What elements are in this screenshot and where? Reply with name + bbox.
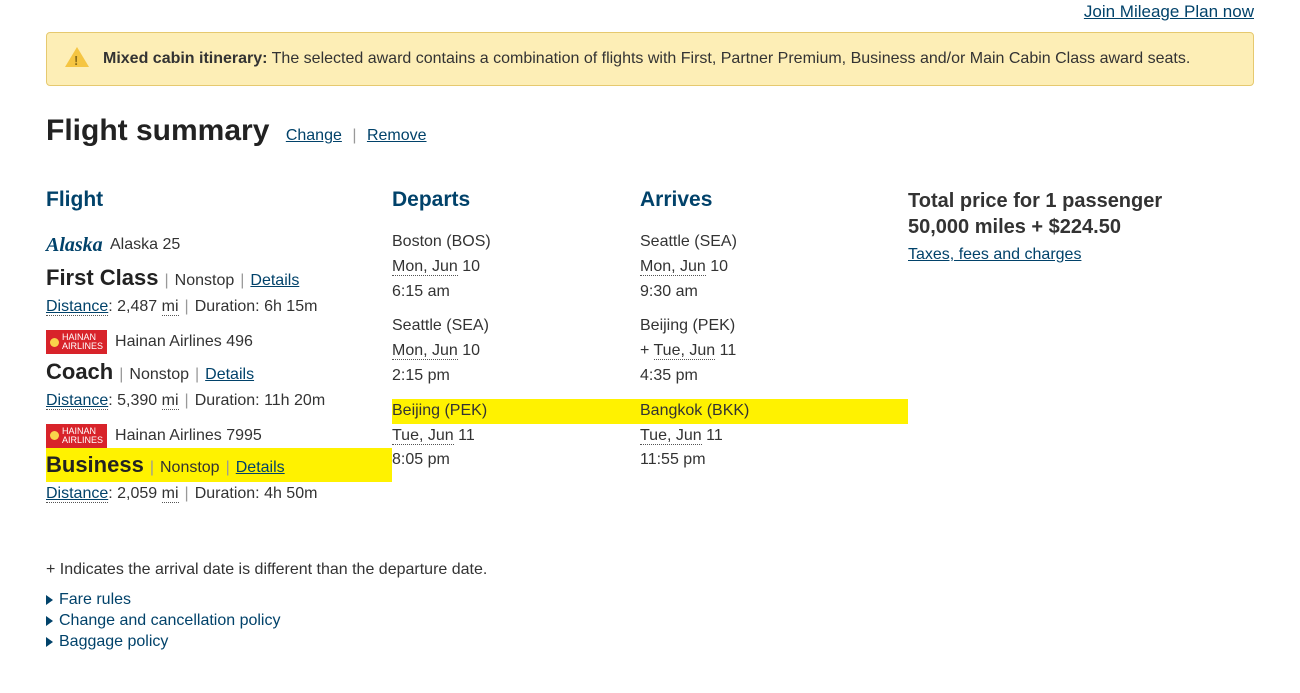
- expand-link-label: Change and cancellation policy: [59, 612, 280, 630]
- place-block: Beijing (PEK) Tue, Jun 11 8:05 pm: [392, 399, 640, 473]
- details-link[interactable]: Details: [236, 459, 285, 476]
- distance-value: 5,390: [117, 392, 157, 409]
- triangle-icon: [46, 595, 53, 605]
- place-block: Seattle (SEA) Mon, Jun 10 2:15 pm: [392, 314, 640, 388]
- expand-link[interactable]: Fare rules: [46, 591, 1254, 609]
- expand-link[interactable]: Baggage policy: [46, 633, 1254, 651]
- nonstop-label: Nonstop: [160, 459, 220, 476]
- date-abbr: Mon, Jun: [392, 342, 458, 360]
- place-block: Beijing (PEK)+ Tue, Jun 114:35 pm: [640, 314, 908, 388]
- expand-link[interactable]: Change and cancellation policy: [46, 612, 1254, 630]
- mi-abbr: mi: [162, 485, 179, 503]
- details-link[interactable]: Details: [250, 272, 299, 289]
- join-mileage-plan-link[interactable]: Join Mileage Plan now: [1084, 2, 1254, 21]
- date-day: 11: [458, 427, 475, 444]
- duration-label: Duration: [195, 485, 255, 502]
- date-abbr: Mon, Jun: [392, 258, 458, 276]
- date-abbr: Tue, Jun: [654, 342, 716, 360]
- distance-value: 2,059: [117, 485, 157, 502]
- distance-link[interactable]: Distance: [46, 298, 108, 316]
- time: 6:15 am: [392, 280, 640, 305]
- duration-value: 11h 20m: [264, 392, 325, 409]
- distance-value: 2,487: [117, 298, 157, 315]
- details-link[interactable]: Details: [205, 366, 254, 383]
- date-abbr: Tue, Jun: [392, 427, 454, 445]
- flight-segment: HAINANAIRLINES Hainan Airlines 7995 Busine…: [46, 424, 392, 508]
- flight-segment: HAINANAIRLINESHainan Airlines 496Coach|N…: [46, 330, 392, 414]
- place-block: Bangkok (BKK) Tue, Jun 11 11:55 pm: [640, 399, 908, 473]
- remove-link[interactable]: Remove: [367, 127, 427, 144]
- mi-abbr: mi: [162, 392, 179, 410]
- nonstop-label: Nonstop: [175, 272, 235, 289]
- mi-abbr: mi: [162, 298, 179, 316]
- change-link[interactable]: Change: [286, 127, 342, 144]
- nonstop-label: Nonstop: [129, 366, 189, 383]
- date-day: 10: [462, 342, 480, 359]
- hainan-logo: HAINANAIRLINES: [46, 424, 107, 448]
- duration-label: Duration: [195, 392, 255, 409]
- page-title: Flight summary: [46, 114, 269, 148]
- arrival-date-footnote: + Indicates the arrival date is differen…: [46, 561, 1254, 579]
- price-line1: Total price for 1 passenger: [908, 188, 1254, 214]
- city-code: Boston (BOS): [392, 230, 640, 255]
- flight-segment: AlaskaAlaska 25First Class|Nonstop|Detai…: [46, 230, 392, 320]
- time: 9:30 am: [640, 280, 908, 305]
- distance-link[interactable]: Distance: [46, 485, 108, 503]
- expand-link-label: Baggage policy: [59, 633, 168, 651]
- cabin-class: Coach: [46, 359, 113, 384]
- triangle-icon: [46, 616, 53, 626]
- airline-text: Alaska 25: [110, 233, 180, 258]
- distance-link[interactable]: Distance: [46, 392, 108, 410]
- time: 11:55 pm: [640, 448, 908, 473]
- place-block: Boston (BOS) Mon, Jun 10 6:15 am: [392, 230, 640, 304]
- taxes-fees-link[interactable]: Taxes, fees and charges: [908, 246, 1081, 263]
- duration-value: 6h 15m: [264, 298, 317, 315]
- col-header-flight: Flight: [46, 188, 392, 212]
- city-code: Beijing (PEK): [640, 314, 908, 339]
- col-header-arrives: Arrives: [640, 188, 908, 212]
- duration-label: Duration: [195, 298, 255, 315]
- duration-value: 4h 50m: [264, 485, 317, 502]
- time: 8:05 pm: [392, 448, 640, 473]
- mixed-cabin-alert: Mixed cabin itinerary: The selected awar…: [46, 32, 1254, 86]
- city-code: Seattle (SEA): [392, 314, 640, 339]
- alert-text: The selected award contains a combinatio…: [272, 50, 1191, 67]
- alaska-logo: Alaska: [46, 230, 102, 261]
- place-block: Seattle (SEA) Mon, Jun 10 9:30 am: [640, 230, 908, 304]
- time: 4:35 pm: [640, 364, 908, 389]
- city-code: Seattle (SEA): [640, 230, 908, 255]
- date-day: 11: [720, 342, 737, 359]
- date-abbr: Tue, Jun: [640, 427, 702, 445]
- triangle-icon: [46, 637, 53, 647]
- alert-label: Mixed cabin itinerary:: [103, 50, 268, 67]
- expand-link-label: Fare rules: [59, 591, 131, 609]
- cabin-class: First Class: [46, 265, 159, 290]
- price-line2: 50,000 miles + $224.50: [908, 214, 1254, 240]
- hainan-logo: HAINANAIRLINES: [46, 330, 107, 354]
- city-code: Beijing (PEK): [392, 399, 640, 424]
- time: 2:15 pm: [392, 364, 640, 389]
- city-code: Bangkok (BKK): [640, 399, 908, 424]
- warning-icon: [65, 47, 89, 67]
- divider: |: [352, 127, 356, 144]
- cabin-class: Business: [46, 452, 144, 477]
- date-day: 10: [710, 258, 728, 275]
- date-day: 10: [462, 258, 480, 275]
- date-day: 11: [706, 427, 723, 444]
- airline-text: Hainan Airlines 496: [115, 330, 253, 355]
- date-abbr: Mon, Jun: [640, 258, 706, 276]
- col-header-departs: Departs: [392, 188, 640, 212]
- airline-text: Hainan Airlines 7995: [115, 424, 262, 449]
